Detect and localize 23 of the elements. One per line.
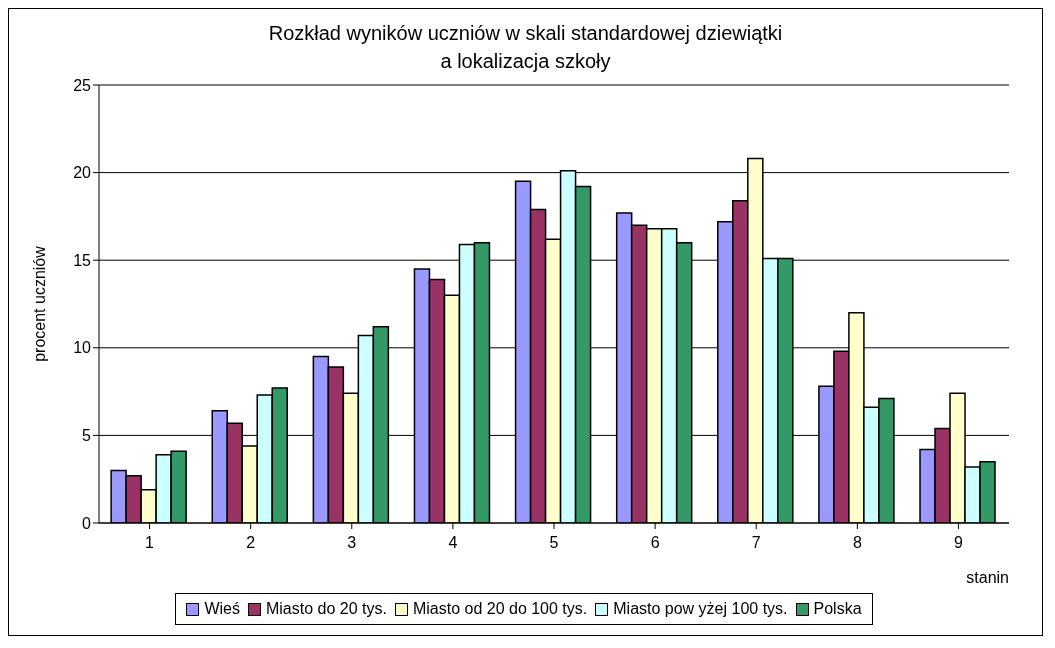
x-tick-label: 1 — [145, 534, 155, 552]
y-tick-label: 15 — [73, 251, 92, 269]
legend-label: Miasto od 20 do 100 tys. — [411, 600, 588, 618]
x-tick-label: 2 — [246, 534, 256, 552]
x-tick-label: 3 — [347, 534, 357, 552]
y-tick-label: 10 — [73, 339, 92, 357]
y-tick-label: 5 — [82, 427, 92, 445]
chart-title: Rozkład wyników uczniów w skali standardowej dziewiątki a lokalizacja szkoły — [267, 21, 784, 74]
x-tick-label: 9 — [953, 534, 963, 552]
legend-label: Polska — [812, 600, 862, 618]
y-tick-label: 0 — [82, 514, 92, 532]
y-axis-title: procent uczniów — [30, 245, 48, 362]
x-tick-label: 5 — [549, 534, 559, 552]
legend-label: Miasto do 20 tys. — [264, 600, 387, 618]
x-tick-label: 7 — [751, 534, 761, 552]
y-tick-label: 25 — [73, 76, 92, 94]
x-axis-title: stanin — [966, 569, 1009, 586]
legend-label: Miasto pow yżej 100 tys. — [612, 600, 788, 618]
x-tick-label: 8 — [852, 534, 862, 552]
y-tick-label: 20 — [73, 164, 92, 182]
x-tick-label: 4 — [448, 534, 458, 552]
legend-label: Wieś — [203, 600, 240, 618]
x-tick-label: 6 — [650, 534, 660, 552]
